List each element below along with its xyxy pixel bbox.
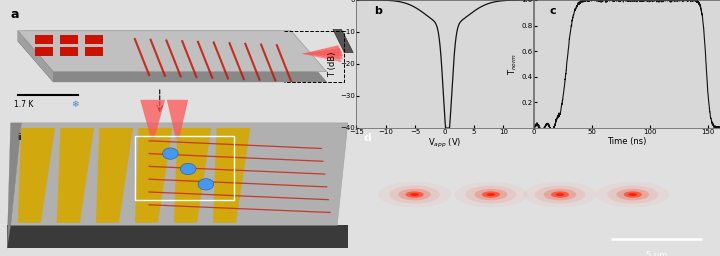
Y-axis label: T$_{norm}$: T$_{norm}$ <box>506 53 519 75</box>
Circle shape <box>629 193 637 196</box>
Polygon shape <box>302 48 343 56</box>
Circle shape <box>482 191 500 198</box>
Text: 5 μm: 5 μm <box>646 251 667 256</box>
Circle shape <box>607 186 658 204</box>
Polygon shape <box>18 128 55 223</box>
Polygon shape <box>302 54 342 62</box>
Text: 1.7 K: 1.7 K <box>14 100 34 110</box>
Circle shape <box>616 189 649 200</box>
Text: d: d <box>364 133 372 143</box>
Polygon shape <box>213 128 251 223</box>
Polygon shape <box>302 51 343 59</box>
Text: ii: ii <box>18 133 22 142</box>
Bar <box>135 136 234 200</box>
Polygon shape <box>7 225 348 248</box>
Circle shape <box>487 193 495 196</box>
Text: a: a <box>11 8 19 21</box>
FancyBboxPatch shape <box>60 47 78 56</box>
Circle shape <box>466 186 516 204</box>
X-axis label: V$_{app}$ (V): V$_{app}$ (V) <box>428 137 462 150</box>
Polygon shape <box>18 31 53 82</box>
Polygon shape <box>135 128 172 223</box>
Circle shape <box>405 191 423 198</box>
Circle shape <box>631 194 634 195</box>
Circle shape <box>163 148 178 159</box>
Circle shape <box>474 189 508 200</box>
FancyBboxPatch shape <box>35 35 53 44</box>
X-axis label: Time (ns): Time (ns) <box>608 137 647 146</box>
Polygon shape <box>18 41 327 82</box>
Circle shape <box>398 189 431 200</box>
Circle shape <box>544 189 577 200</box>
Polygon shape <box>18 31 327 72</box>
Circle shape <box>551 191 569 198</box>
Circle shape <box>624 191 642 198</box>
Circle shape <box>180 163 196 175</box>
Polygon shape <box>11 123 348 225</box>
FancyBboxPatch shape <box>60 35 78 44</box>
Polygon shape <box>140 100 165 138</box>
Polygon shape <box>57 128 94 223</box>
Circle shape <box>413 194 416 195</box>
Circle shape <box>534 186 585 204</box>
Polygon shape <box>333 29 354 52</box>
FancyBboxPatch shape <box>35 47 53 56</box>
Polygon shape <box>174 128 211 223</box>
Y-axis label: T (dB): T (dB) <box>328 51 338 77</box>
FancyBboxPatch shape <box>85 47 103 56</box>
Text: ❄: ❄ <box>71 100 78 110</box>
Polygon shape <box>96 128 133 223</box>
FancyBboxPatch shape <box>85 35 103 44</box>
Text: b: b <box>374 6 382 16</box>
Polygon shape <box>167 100 188 138</box>
Polygon shape <box>302 45 342 54</box>
Circle shape <box>489 194 492 195</box>
Text: c: c <box>549 6 556 16</box>
Circle shape <box>389 186 440 204</box>
Circle shape <box>558 194 562 195</box>
Polygon shape <box>7 123 22 248</box>
Circle shape <box>410 193 419 196</box>
Circle shape <box>556 193 564 196</box>
Circle shape <box>198 179 214 190</box>
